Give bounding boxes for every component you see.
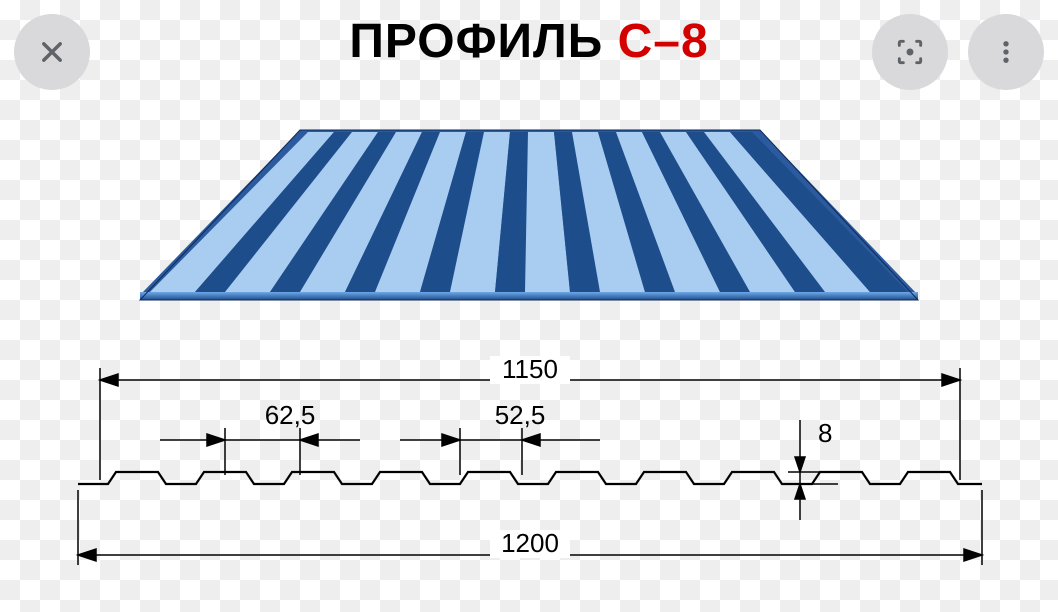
svg-text:52,5: 52,5 [495, 400, 546, 430]
svg-text:1200: 1200 [501, 528, 559, 558]
dim-height: 8 [788, 418, 838, 520]
profile-cross-section [78, 472, 982, 484]
svg-text:1150: 1150 [502, 354, 558, 384]
sheet-3d [140, 130, 918, 300]
dim-crest: 52,5 [400, 400, 600, 475]
svg-text:62,5: 62,5 [265, 400, 316, 430]
profile-diagram: 1150 62,5 52,5 8 [0, 0, 1058, 612]
svg-text:8: 8 [818, 418, 832, 448]
dim-pitch: 62,5 [160, 400, 360, 475]
dim-full-width: 1200 [78, 490, 982, 565]
